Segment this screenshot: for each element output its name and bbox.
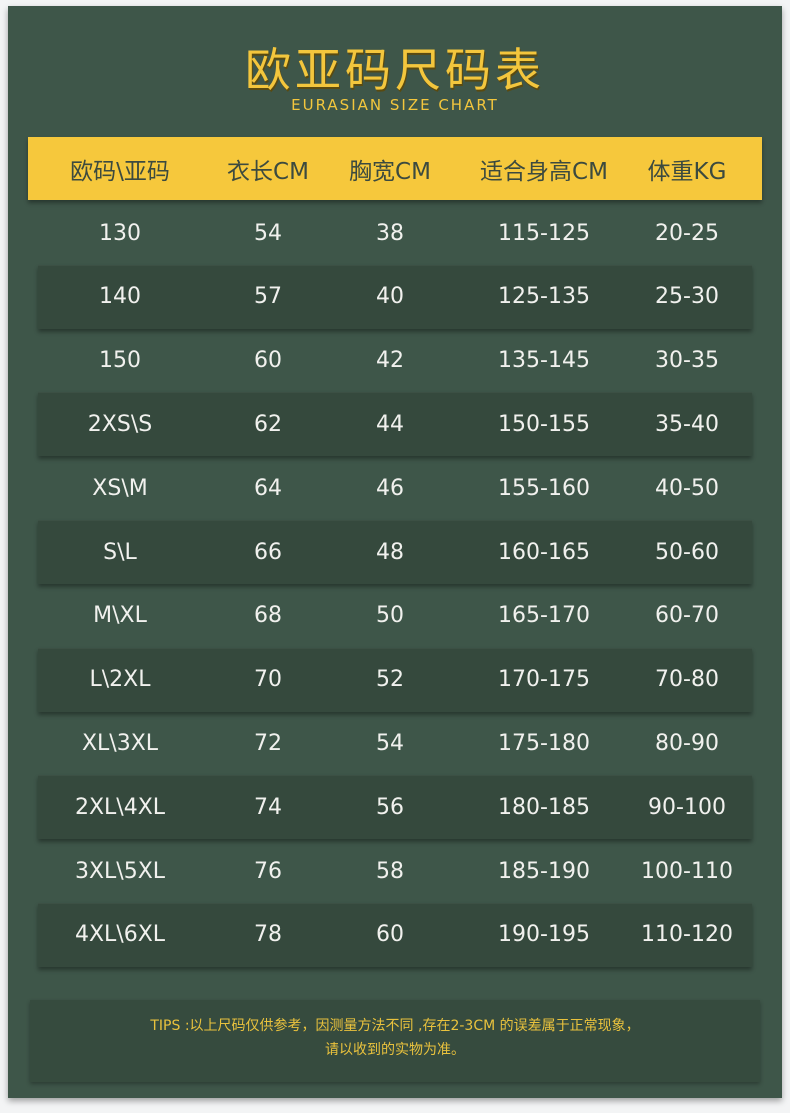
table-cell: 155-160	[498, 475, 590, 501]
page-subtitle: EURASIAN SIZE CHART	[291, 96, 499, 114]
table-cell: 115-125	[498, 220, 590, 246]
tips-line-2: 请以收到的实物为准。	[325, 1042, 465, 1058]
table-cell: L\2XL	[89, 667, 151, 693]
table-cell: 46	[376, 475, 404, 501]
table-cell: 185-190	[498, 858, 590, 884]
table-cell: 175-180	[498, 730, 590, 756]
table-cell: 52	[376, 667, 404, 693]
table-cell: 70-80	[655, 667, 719, 693]
table-row: 130 54 38 115-125 20-25	[30, 201, 760, 265]
table-cell: 35-40	[655, 411, 719, 437]
table-cell: S\L	[103, 539, 137, 565]
table-cell: 60	[376, 922, 404, 948]
table-cell: 74	[254, 794, 282, 820]
table-row: M\XL 68 50 165-170 60-70	[30, 584, 760, 648]
table-cell: 56	[376, 794, 404, 820]
table-row: 2XL\4XL 74 56 180-185 90-100	[38, 775, 752, 840]
table-cell: 42	[376, 348, 404, 374]
table-cell: 110-120	[641, 922, 733, 948]
page-title: 欧亚码尺码表	[245, 43, 545, 97]
tips-line-1: TIPS :以上尺码仅供参考，因测量方法不同 ,存在2-3CM 的误差属于正常现…	[150, 1018, 640, 1034]
table-cell: 100-110	[641, 858, 733, 884]
table-cell: 40	[376, 284, 404, 310]
table-cell: 150	[99, 348, 141, 374]
table-cell: 76	[254, 858, 282, 884]
table-cell: 3XL\5XL	[74, 858, 166, 884]
table-cell: 135-145	[498, 348, 590, 374]
table-cell: 64	[254, 475, 282, 501]
table-cell: 125-135	[498, 284, 590, 310]
table-cell: 160-165	[498, 539, 590, 565]
table-cell: 90-100	[648, 794, 726, 820]
table-cell: 54	[376, 730, 404, 756]
table-cell: 130	[99, 220, 141, 246]
table-row: 150 60 42 135-145 30-35	[30, 329, 760, 393]
table-cell: 20-25	[655, 220, 719, 246]
table-cell: 30-35	[655, 348, 719, 374]
table-row: XS\M 64 46 155-160 40-50	[30, 456, 760, 520]
table-cell: 62	[254, 411, 282, 437]
table-header: 欧码\亚码 衣长CM 胸宽CM 适合身高CM 体重KG	[28, 137, 762, 200]
table-cell: 72	[254, 730, 282, 756]
column-header: 胸宽CM	[349, 158, 431, 185]
table-cell: 66	[254, 539, 282, 565]
table-cell: XL\3XL	[81, 730, 159, 756]
table-cell: 50-60	[655, 539, 719, 565]
table-cell: 2XL\4XL	[74, 794, 166, 820]
table-row: 4XL\6XL 78 60 190-195 110-120	[38, 902, 752, 967]
table-cell: 40-50	[655, 475, 719, 501]
table-cell: XS\M	[92, 475, 148, 501]
table-cell: 150-155	[498, 411, 590, 437]
table-cell: 2XS\S	[87, 411, 153, 437]
column-header: 体重KG	[647, 158, 727, 185]
column-header: 欧码\亚码	[70, 158, 170, 185]
table-cell: 57	[254, 284, 282, 310]
table-row: 140 57 40 125-135 25-30	[38, 264, 752, 329]
table-cell: 4XL\6XL	[74, 922, 166, 948]
table-cell: 180-185	[498, 794, 590, 820]
table-cell: 68	[254, 603, 282, 629]
table-cell: 50	[376, 603, 404, 629]
table-cell: 38	[376, 220, 404, 246]
table-cell: 44	[376, 411, 404, 437]
table-row: 2XS\S 62 44 150-155 35-40	[38, 392, 752, 457]
table-row: S\L 66 48 160-165 50-60	[38, 520, 752, 584]
table-cell: 170-175	[498, 667, 590, 693]
table-cell: 48	[376, 539, 404, 565]
table-cell: 140	[99, 284, 141, 310]
table-cell: 78	[254, 922, 282, 948]
table-row: XL\3XL 72 54 175-180 80-90	[30, 711, 760, 775]
table-cell: 70	[254, 667, 282, 693]
tips-note: TIPS :以上尺码仅供参考，因测量方法不同 ,存在2-3CM 的误差属于正常现…	[30, 1000, 760, 1082]
table-row: L\2XL 70 52 170-175 70-80	[38, 647, 752, 712]
table-cell: 25-30	[655, 284, 719, 310]
table-cell: 190-195	[498, 922, 590, 948]
table-cell: M\XL	[93, 603, 147, 629]
table-cell: 60-70	[655, 603, 719, 629]
table-cell: 165-170	[498, 603, 590, 629]
column-header: 衣长CM	[227, 158, 309, 185]
table-cell: 80-90	[655, 730, 719, 756]
column-header: 适合身高CM	[480, 158, 608, 185]
table-row: 3XL\5XL 76 58 185-190 100-110	[30, 839, 760, 903]
table-cell: 54	[254, 220, 282, 246]
table-cell: 60	[254, 348, 282, 374]
table-cell: 58	[376, 858, 404, 884]
